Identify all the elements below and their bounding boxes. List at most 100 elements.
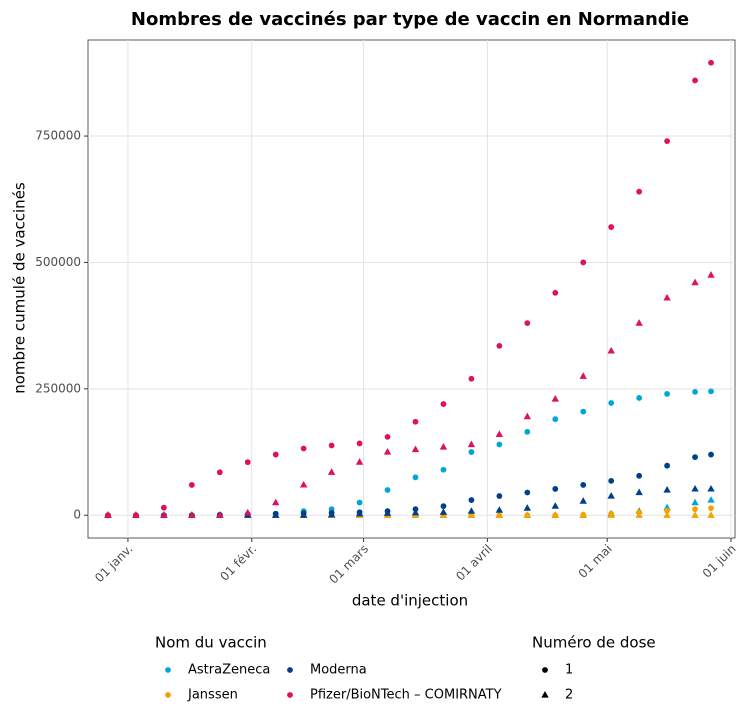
point [663, 293, 671, 301]
x-tick-label: 01 mars [326, 542, 371, 587]
point [636, 188, 643, 195]
point [579, 511, 587, 518]
point [495, 430, 504, 437]
x-tick-label: 01 juin [700, 542, 739, 581]
x-tick-label: 01 févr. [217, 542, 259, 584]
point [495, 511, 504, 518]
legend-marker [165, 667, 171, 673]
point [299, 480, 308, 488]
point [708, 388, 714, 395]
point [468, 449, 475, 455]
point [691, 511, 699, 518]
point [272, 511, 280, 518]
point [244, 459, 251, 466]
point [496, 493, 503, 499]
point [707, 511, 715, 518]
legend-label: Janssen [187, 688, 238, 703]
point [635, 488, 643, 496]
point [104, 511, 112, 518]
point [160, 511, 168, 518]
point [691, 278, 699, 286]
point [467, 440, 476, 448]
point [216, 469, 223, 476]
point [524, 320, 531, 327]
point [440, 401, 447, 407]
point [355, 509, 364, 517]
point [523, 511, 532, 518]
legend-title: Nom du vaccin [155, 634, 267, 652]
point [411, 508, 420, 516]
point [608, 400, 615, 406]
point [355, 458, 364, 465]
point [411, 445, 420, 453]
point [216, 511, 224, 518]
point [384, 487, 391, 493]
point [440, 503, 447, 510]
point [327, 468, 336, 475]
point [523, 504, 532, 511]
legend-label: Pfizer/BioNTech – COMIRNATY [310, 688, 502, 703]
y-tick-label: 0 [73, 508, 81, 522]
point [552, 486, 559, 492]
point [439, 442, 448, 450]
point [272, 498, 280, 506]
dose-legend-label: 1 [565, 663, 573, 678]
point [132, 511, 140, 518]
legend-marker [165, 692, 171, 698]
point [160, 504, 167, 511]
point [327, 510, 336, 518]
y-tick-label: 750000 [35, 129, 81, 143]
point [300, 445, 307, 452]
point [523, 412, 532, 420]
point [664, 138, 671, 145]
point [496, 342, 503, 349]
point [439, 508, 448, 515]
point [607, 511, 615, 518]
point [664, 507, 671, 514]
point [636, 472, 643, 479]
point [608, 477, 615, 484]
point [663, 485, 671, 493]
y-tick-label: 500000 [35, 255, 81, 269]
point [412, 418, 419, 425]
point [663, 511, 671, 518]
point [707, 496, 715, 503]
point [708, 59, 714, 66]
chart-title: Nombres de vaccinés par type de vaccin e… [131, 9, 689, 30]
point [708, 505, 714, 512]
dose-legend-label: 2 [565, 688, 573, 703]
point [691, 498, 699, 506]
point [328, 442, 335, 449]
legend-label: AstraZeneca [188, 663, 270, 678]
point [607, 346, 615, 354]
point [579, 372, 587, 379]
x-tick-label: 01 avril [453, 542, 495, 584]
dose-legend-title: Numéro de dose [532, 634, 656, 652]
point [692, 454, 698, 461]
point [636, 395, 643, 401]
point [608, 224, 615, 230]
point [384, 433, 391, 440]
point [188, 511, 196, 518]
x-axis-title: date d'injection [352, 592, 468, 610]
point [468, 375, 475, 382]
point [551, 502, 559, 509]
point [552, 289, 559, 296]
point [299, 511, 308, 518]
plot-panel [87, 39, 736, 539]
legend-label: Moderna [310, 663, 367, 678]
point [580, 408, 587, 415]
point [635, 319, 643, 326]
point [580, 259, 587, 266]
point [383, 448, 392, 455]
x-tick-label: 01 mai [576, 542, 615, 581]
legend-marker [287, 667, 293, 673]
point [664, 391, 671, 397]
legend-marker [287, 692, 293, 698]
point [664, 462, 671, 469]
point [551, 394, 559, 402]
point [552, 416, 559, 423]
point [579, 497, 587, 504]
point [708, 451, 714, 458]
